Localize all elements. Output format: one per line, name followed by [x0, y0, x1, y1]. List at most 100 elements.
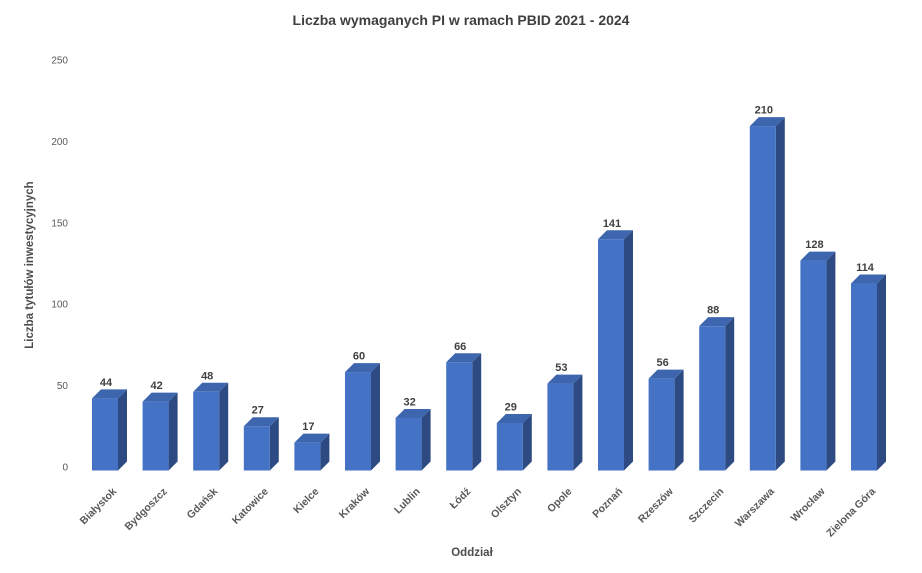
- plot-area: 0 50 100 150 200 250 44 Białystok 42 Bydgoszcz 48 G…: [51, 56, 886, 540]
- category-label-warszawa: Warszawa: [733, 486, 777, 530]
- bar-top-face: [598, 230, 633, 240]
- category-label-rzesz-w: Rzeszów: [636, 485, 676, 525]
- bar-front-face: [243, 426, 270, 471]
- bar-top-face: [92, 389, 127, 399]
- y-tick-label-0: 0: [62, 463, 68, 474]
- bar-front-face: [648, 378, 675, 471]
- bar-front-face: [851, 283, 877, 471]
- bar-d: [446, 353, 482, 471]
- bar-top-face: [800, 251, 836, 261]
- bar-top-face: [243, 417, 279, 427]
- value-label-rzesz-w: 56: [656, 357, 668, 369]
- bar-front-face: [142, 401, 169, 471]
- category-label-krak-w: Kraków: [337, 485, 373, 521]
- bar-side-face: [118, 389, 127, 471]
- category-label-katowice: Katowice: [230, 486, 271, 527]
- value-label-kielce: 17: [302, 421, 314, 433]
- value-label-bydgoszcz: 42: [150, 380, 162, 392]
- bar-side-face: [168, 392, 178, 471]
- bar-top-face: [496, 413, 532, 423]
- bar-side-face: [421, 409, 431, 471]
- bar-side-face: [674, 369, 684, 471]
- bar-lublin: [395, 409, 431, 471]
- bar-top-face: [395, 409, 431, 419]
- bar-top-face: [851, 274, 886, 284]
- bar-gda-sk: [193, 382, 229, 471]
- value-label-warszawa: 210: [755, 105, 773, 117]
- value-label-szczecin: 88: [707, 305, 719, 317]
- bar-side-face: [219, 382, 229, 471]
- x-axis-title: Oddział: [451, 547, 493, 559]
- bar-top-face: [142, 392, 178, 402]
- value-label-krak-w: 60: [353, 351, 365, 363]
- value-label-katowice: 27: [252, 405, 264, 417]
- y-tick-label-200: 200: [51, 137, 68, 148]
- bar-side-face: [522, 413, 532, 471]
- bar-front-face: [749, 126, 776, 471]
- bar-top-face: [547, 374, 583, 384]
- value-label-lublin: 32: [403, 397, 415, 409]
- bar-front-face: [699, 326, 726, 471]
- bar-side-face: [624, 230, 633, 471]
- bar-front-face: [598, 239, 624, 471]
- bar-top-face: [648, 369, 684, 379]
- y-axis-title: Liczba tytułów inwestycyjnych: [24, 181, 36, 348]
- category-label-opole: Opole: [545, 486, 575, 516]
- bar-bydgoszcz: [142, 392, 178, 471]
- bar-krak-w: [345, 363, 380, 471]
- bar-side-face: [472, 353, 482, 471]
- bar-side-face: [371, 363, 380, 471]
- bar-top-face: [749, 117, 785, 127]
- category-label-pozna: Poznań: [590, 486, 625, 521]
- bar-side-face: [573, 374, 583, 471]
- bar-zielona-g-ra: [851, 274, 886, 471]
- y-tick-label-100: 100: [51, 300, 68, 311]
- value-label-d: 66: [454, 341, 466, 353]
- bar-side-face: [725, 317, 735, 471]
- bar-katowice: [243, 417, 279, 471]
- category-label-lublin: Lublin: [392, 486, 423, 517]
- bar-side-face: [775, 117, 785, 471]
- category-label-szczecin: Szczecin: [686, 486, 726, 526]
- bar-front-face: [496, 422, 523, 471]
- bar-pozna: [598, 230, 633, 471]
- bar-opole: [547, 374, 583, 471]
- value-label-pozna: 141: [603, 218, 621, 230]
- category-label-wroc-aw: Wrocław: [789, 485, 828, 524]
- bar-front-face: [193, 391, 220, 471]
- bar-warszawa: [749, 117, 785, 471]
- bar-kielce: [294, 433, 330, 471]
- bar-rzesz-w: [648, 369, 684, 471]
- bar-olsztyn: [496, 413, 532, 471]
- bar-side-face: [826, 251, 836, 471]
- bar-front-face: [395, 418, 422, 471]
- value-label-gda-sk: 48: [201, 370, 213, 382]
- bar-front-face: [446, 362, 473, 471]
- value-label-wroc-aw: 128: [805, 239, 823, 251]
- bar-top-face: [193, 382, 229, 392]
- y-tick-label-150: 150: [51, 218, 68, 229]
- category-label-zielona-g-ra: Zielona Góra: [824, 486, 878, 540]
- category-label-d: Łódź: [448, 486, 474, 512]
- bar-bia-ystok: [92, 389, 127, 471]
- bar-top-face: [446, 353, 482, 363]
- category-label-bydgoszcz: Bydgoszcz: [122, 486, 169, 533]
- bar-wroc-aw: [800, 251, 836, 471]
- bar-front-face: [294, 442, 321, 471]
- value-label-olsztyn: 29: [505, 401, 517, 413]
- chart-title: Liczba wymaganych PI w ramach PBID 2021 …: [293, 12, 630, 28]
- bar-front-face: [800, 260, 827, 471]
- bar-front-face: [345, 372, 371, 471]
- bar-side-face: [877, 274, 886, 471]
- bar-top-face: [294, 433, 330, 443]
- bar-side-face: [269, 417, 279, 471]
- bar-top-face: [345, 363, 380, 373]
- y-tick-label-250: 250: [51, 56, 68, 67]
- bar-top-face: [699, 317, 735, 327]
- y-tick-label-50: 50: [57, 381, 69, 392]
- value-label-zielona-g-ra: 114: [856, 262, 875, 274]
- value-label-opole: 53: [555, 362, 567, 374]
- bar-front-face: [547, 383, 574, 471]
